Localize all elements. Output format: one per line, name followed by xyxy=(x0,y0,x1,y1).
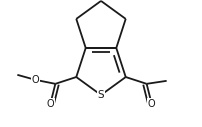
Text: O: O xyxy=(46,99,54,109)
Text: O: O xyxy=(148,99,156,109)
Text: O: O xyxy=(32,75,39,85)
Text: S: S xyxy=(98,90,104,100)
